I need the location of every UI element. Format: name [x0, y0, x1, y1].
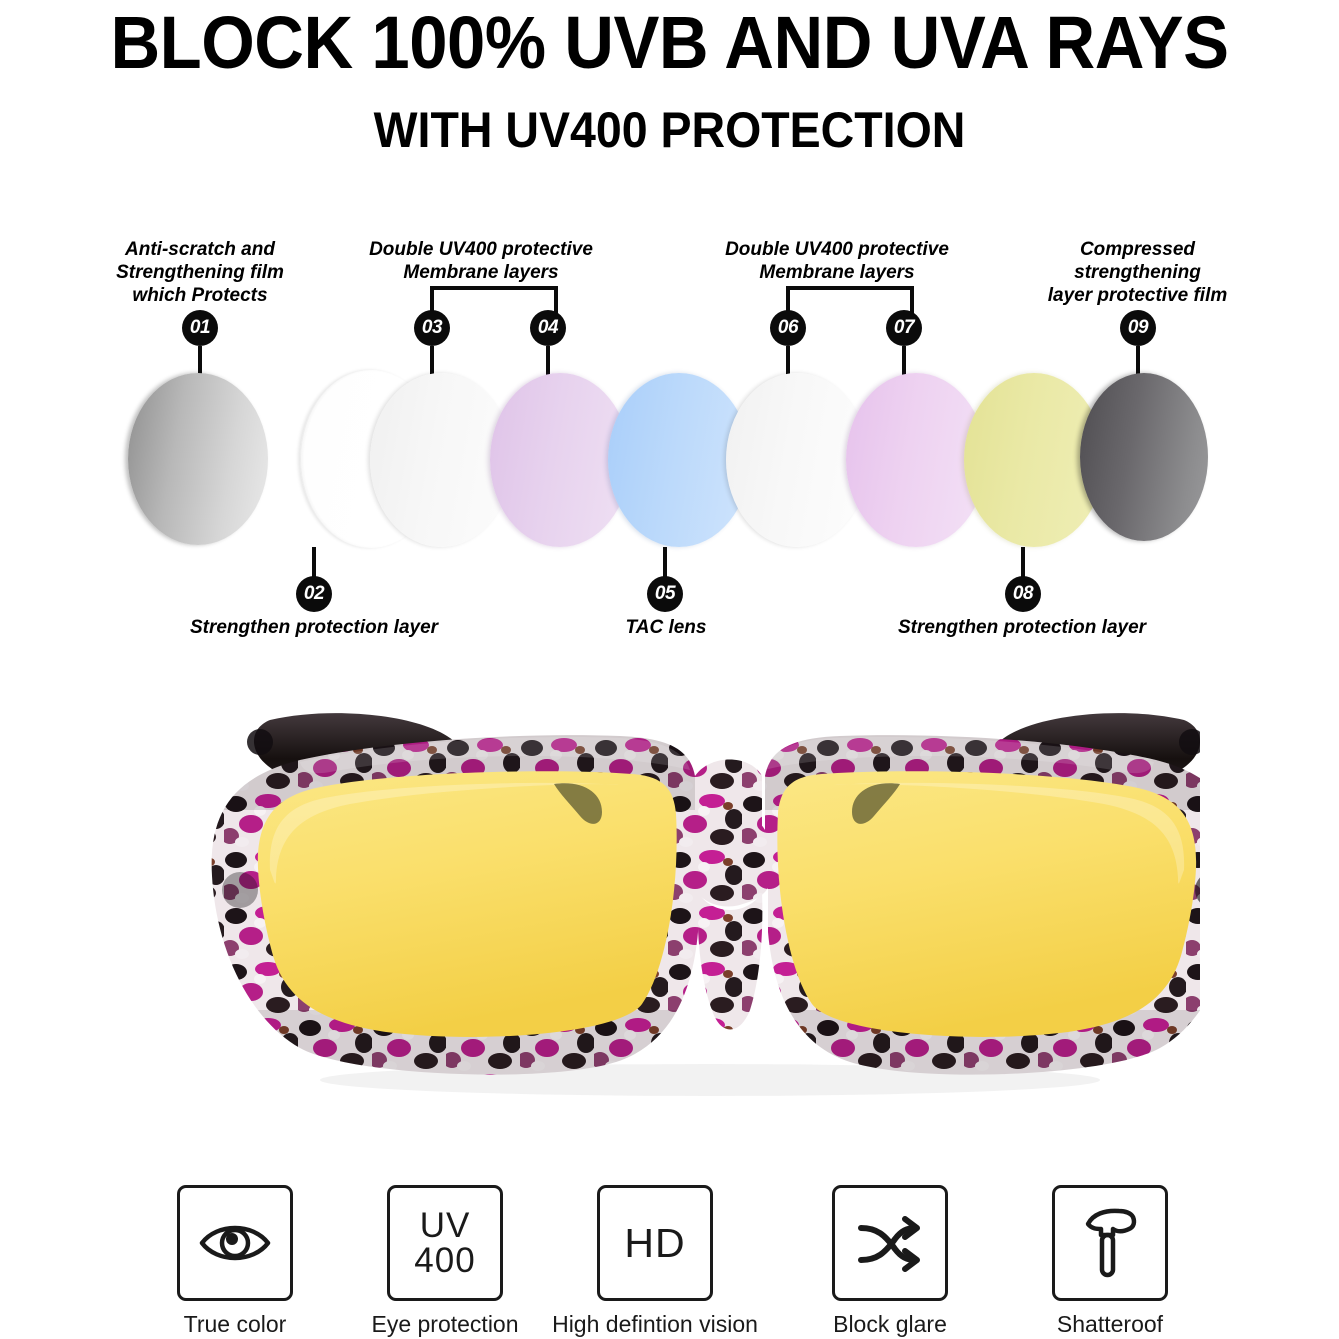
- feature-shatterproof[interactable]: Shatteroof: [995, 1185, 1225, 1338]
- bracket-03-04: [430, 286, 558, 313]
- feature-icon-box: HD: [597, 1185, 713, 1301]
- uv400-icon: UV 400: [414, 1208, 475, 1278]
- feature-block-glare[interactable]: Block glare: [775, 1185, 1005, 1338]
- leader-line-03: [430, 346, 434, 377]
- uv400-line2: 400: [414, 1241, 476, 1280]
- feature-icon-box: [177, 1185, 293, 1301]
- feature-label: Block glare: [833, 1311, 947, 1337]
- feature-icon-box: [1052, 1185, 1168, 1301]
- headline-block: BLOCK 100% UVB AND UVA RAYS WITH UV400 P…: [0, 0, 1339, 159]
- leader-line-04: [546, 346, 550, 377]
- uv400-line1: UV: [419, 1206, 471, 1245]
- leader-line-01: [198, 346, 202, 377]
- lens-layer-disc-01: [128, 373, 268, 545]
- lens-left: [257, 771, 677, 1037]
- badge-04: 04: [530, 310, 566, 346]
- lens-layer-disc-03: [370, 373, 512, 547]
- feature-icon-box: [832, 1185, 948, 1301]
- page-title: BLOCK 100% UVB AND UVA RAYS: [110, 1, 1229, 84]
- badge-08: 08: [1005, 576, 1041, 612]
- feature-label: High defintion vision: [552, 1311, 758, 1337]
- leader-line-09: [1136, 346, 1140, 377]
- bracket-06-07: [786, 286, 914, 313]
- feature-high-definition-vision[interactable]: HD High defintion vision: [540, 1185, 770, 1338]
- lens-layer-disc-06: [726, 373, 868, 547]
- feature-label: Shatteroof: [1056, 1311, 1164, 1337]
- badge-06: 06: [770, 310, 806, 346]
- hd-icon: HD: [624, 1219, 686, 1266]
- sunglasses-illustration: [211, 713, 1241, 1096]
- lens-right: [777, 771, 1197, 1037]
- feature-eye-protection[interactable]: UV 400 Eye protection: [330, 1185, 560, 1338]
- feature-icon-row: True color UV 400 Eye protection HD High…: [0, 1185, 1339, 1339]
- leader-line-05: [663, 547, 667, 577]
- callout-label-08: Strengthen protection layer: [897, 617, 1147, 638]
- badge-01: 01: [182, 310, 218, 346]
- lens-layer-disc-07: [846, 373, 986, 547]
- callout-label-06-07: Double UV400 protective Membrane layers: [725, 239, 949, 283]
- shuffle-arrows-icon: [858, 1216, 920, 1272]
- badge-02: 02: [296, 576, 332, 612]
- badge-09: 09: [1120, 310, 1156, 346]
- feature-true-color[interactable]: True color: [120, 1185, 350, 1338]
- eye-icon: [199, 1225, 271, 1261]
- leader-line-08: [1021, 547, 1025, 577]
- callout-label-01: Anti-scratch and Strengthening film whic…: [116, 239, 284, 306]
- page-subtitle: WITH UV400 PROTECTION: [373, 102, 966, 158]
- callout-label-05: TAC lens: [625, 617, 707, 638]
- lens-layer-diagram: Anti-scratch and Strengthening film whic…: [0, 215, 1339, 655]
- lens-layer-disc-04: [490, 373, 630, 547]
- feature-icon-box: UV 400: [387, 1185, 503, 1301]
- badge-07: 07: [886, 310, 922, 346]
- leader-line-02: [312, 547, 316, 577]
- feature-label: Eye protection: [371, 1311, 519, 1337]
- leader-line-07: [902, 346, 906, 377]
- badge-05: 05: [647, 576, 683, 612]
- callout-label-03-04: Double UV400 protective Membrane layers: [369, 239, 593, 283]
- leader-line-06: [786, 346, 790, 377]
- callout-label-02: Strengthen protection layer: [189, 617, 439, 638]
- feature-label: True color: [183, 1311, 287, 1337]
- callout-label-09: Compressed strengthening layer protectiv…: [1047, 239, 1228, 306]
- hammer-icon: [1085, 1208, 1137, 1278]
- badge-03: 03: [414, 310, 450, 346]
- lens-layer-disc-09: [1080, 373, 1208, 541]
- product-photo-sunglasses: [150, 680, 1241, 1100]
